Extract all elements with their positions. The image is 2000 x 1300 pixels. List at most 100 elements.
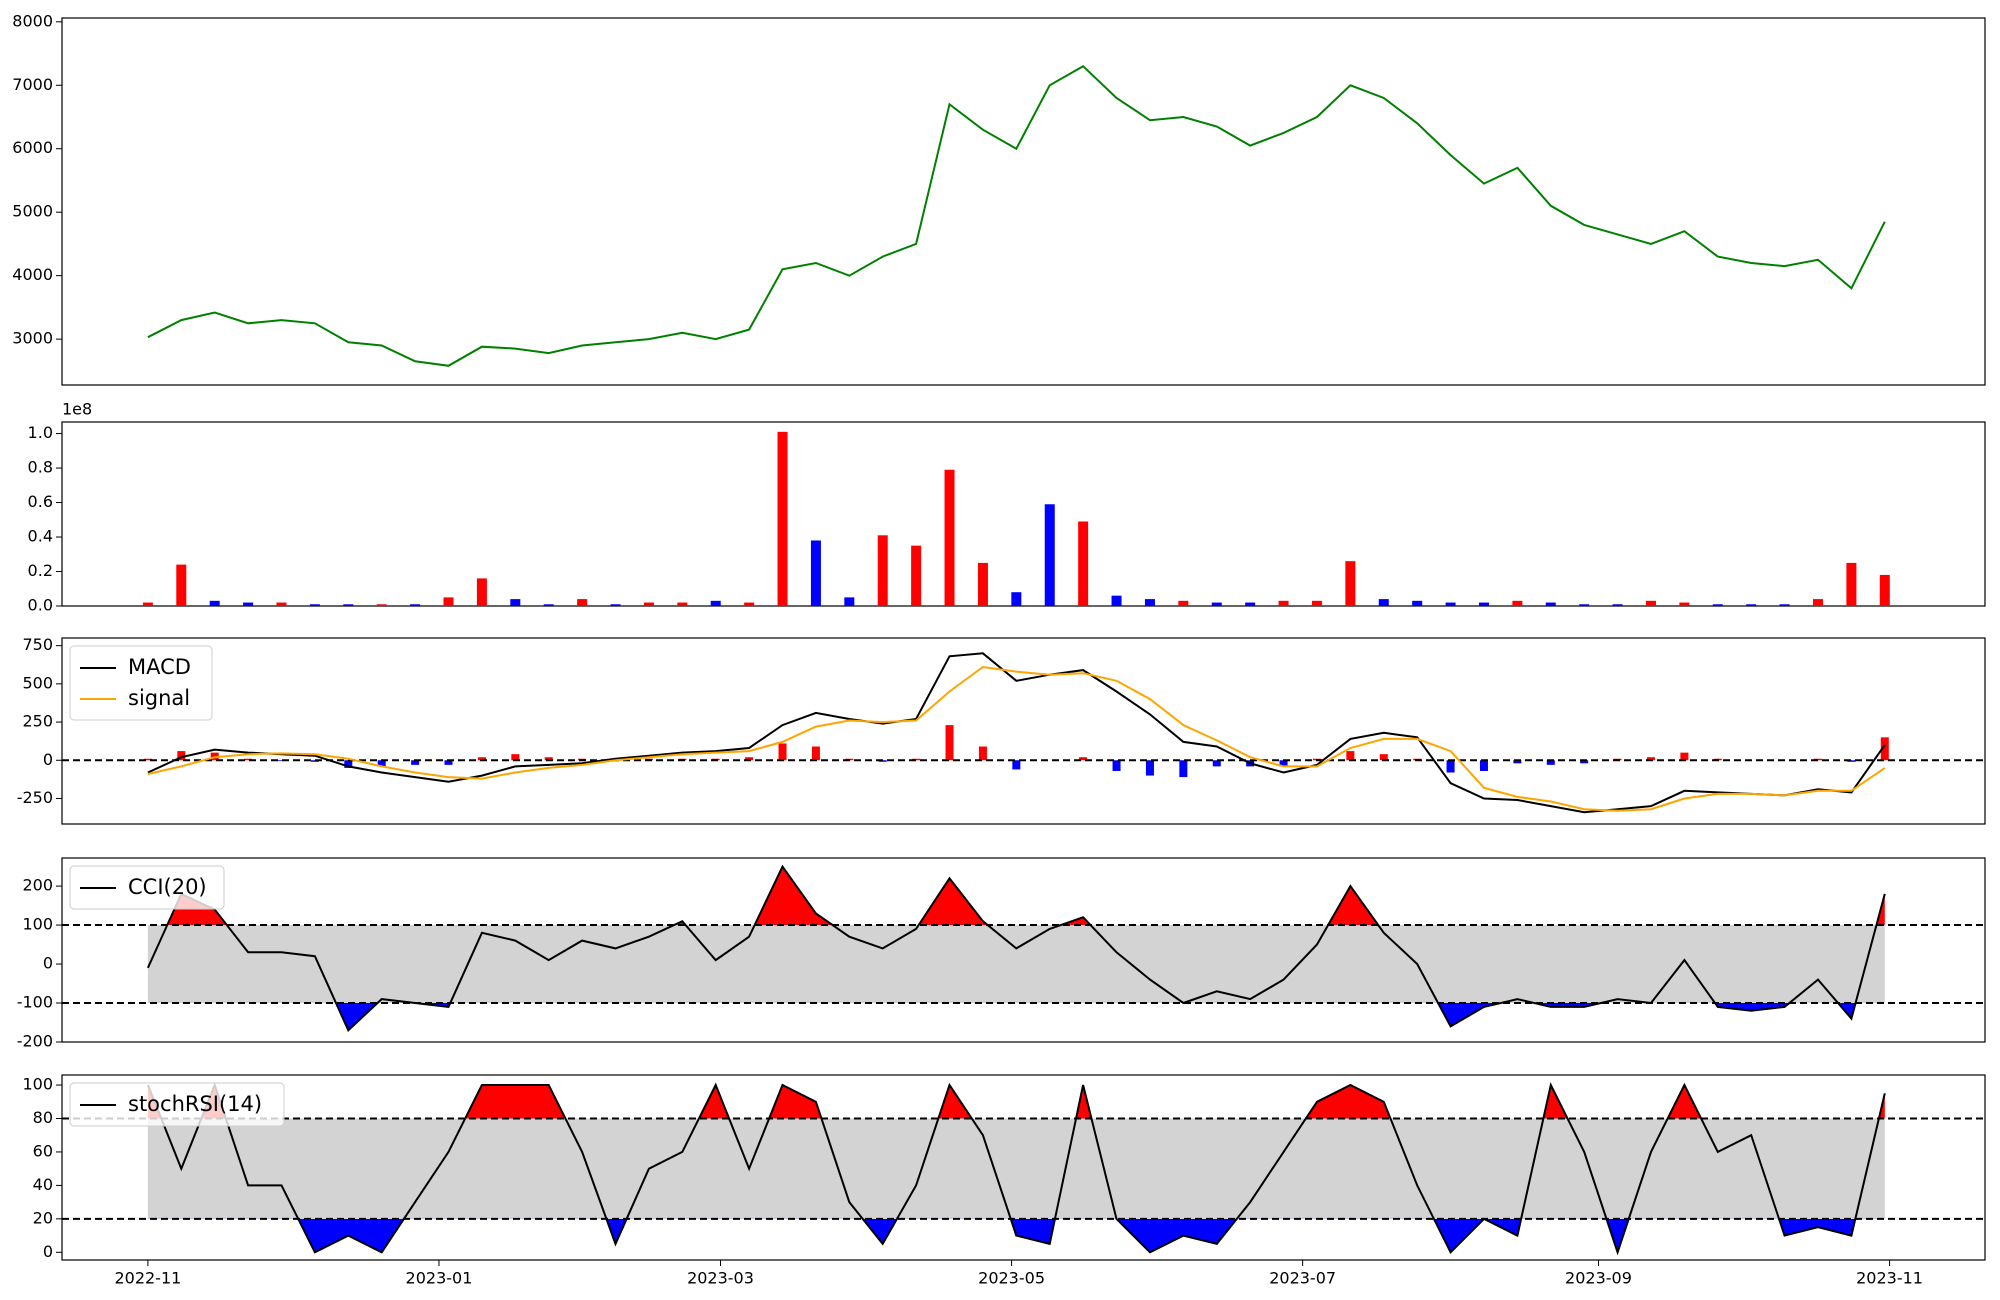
- y-tick-label: -200: [17, 1032, 53, 1051]
- legend-box: [69, 1082, 285, 1127]
- histogram-bar: [1145, 760, 1154, 776]
- histogram-bar: [411, 760, 420, 765]
- bar: [577, 599, 588, 606]
- bar: [1144, 599, 1155, 606]
- histogram-bar: [811, 746, 820, 761]
- bar: [1178, 600, 1189, 606]
- bar: [410, 604, 421, 606]
- y-tick-label: 250: [22, 712, 53, 731]
- bar: [877, 535, 888, 606]
- histogram-bar: [1379, 754, 1388, 761]
- legend-label: stochRSI(14): [128, 1092, 262, 1116]
- histogram-bar: [1112, 760, 1121, 771]
- bar: [476, 578, 487, 606]
- y-tick-label: 500: [22, 673, 53, 692]
- bar: [1345, 561, 1356, 606]
- bar: [1445, 602, 1456, 606]
- y-tick-label: 0.4: [28, 527, 53, 546]
- offset-label: 1e8: [62, 400, 92, 419]
- bar: [543, 604, 554, 606]
- histogram-bar: [1346, 751, 1355, 761]
- line-series: [147, 64, 1886, 367]
- x-tick-label: 2023-03: [687, 1269, 754, 1288]
- histogram-bar: [1513, 760, 1522, 764]
- legend-box: [69, 865, 225, 910]
- bar: [944, 469, 955, 606]
- bar: [443, 597, 454, 606]
- histogram-bar: [1446, 760, 1455, 773]
- bar: [1245, 602, 1256, 606]
- x-tick-label: 2023-07: [1269, 1269, 1336, 1288]
- legend-label: CCI(20): [128, 875, 207, 899]
- histogram-bar: [1546, 760, 1555, 765]
- x-tick-label: 2023-01: [406, 1269, 473, 1288]
- line-series: [146, 864, 1886, 1032]
- histogram-bar: [945, 725, 954, 761]
- bar: [276, 602, 287, 606]
- histogram-bar: [1479, 760, 1488, 771]
- bar: [1579, 604, 1590, 606]
- neutral-band: [147, 1118, 1885, 1219]
- y-tick-label: 0: [43, 750, 53, 769]
- bar: [844, 597, 855, 606]
- histogram-bar: [1012, 760, 1021, 770]
- bar: [1078, 521, 1089, 606]
- y-tick-label: 7000: [12, 75, 53, 94]
- histogram-bar: [244, 758, 253, 761]
- y-tick-label: 100: [22, 915, 53, 934]
- bar: [1712, 604, 1723, 606]
- y-tick-label: 40: [33, 1175, 53, 1194]
- y-tick-label: 200: [22, 876, 53, 895]
- bar: [1111, 595, 1122, 606]
- bar: [1512, 600, 1523, 606]
- x-tick-label: 2022-11: [114, 1269, 181, 1288]
- overbought-fill: [147, 1085, 1885, 1119]
- bar: [510, 599, 521, 606]
- bar: [176, 564, 187, 606]
- y-tick-label: 60: [33, 1141, 53, 1160]
- histogram-bar: [444, 760, 453, 765]
- histogram-bar: [310, 760, 319, 762]
- bar: [209, 600, 220, 606]
- histogram-bar: [1847, 760, 1856, 762]
- histogram-bar: [745, 757, 754, 761]
- histogram-bar: [143, 758, 152, 761]
- histogram-bar: [778, 743, 787, 761]
- bar: [1612, 604, 1623, 606]
- histogram-bar: [1580, 760, 1589, 764]
- bar: [1746, 604, 1757, 606]
- bar: [1011, 592, 1022, 606]
- bar: [1645, 600, 1656, 606]
- y-tick-label: 0.6: [28, 492, 53, 511]
- bar: [243, 602, 254, 606]
- bar: [142, 602, 153, 606]
- neutral-band: [147, 925, 1885, 1004]
- y-tick-label: 4000: [12, 265, 53, 284]
- bar: [911, 545, 922, 606]
- y-tick-label: 20: [33, 1208, 53, 1227]
- bar: [1311, 600, 1322, 606]
- bar: [710, 600, 721, 606]
- y-tick-label: 5000: [12, 202, 53, 221]
- legend-box: [69, 645, 213, 721]
- histogram-bar: [1680, 752, 1689, 761]
- histogram-bar: [1179, 760, 1188, 778]
- bar: [1545, 602, 1556, 606]
- bar: [977, 562, 988, 606]
- histogram-bar: [1880, 737, 1889, 761]
- y-tick-label: 0: [43, 954, 53, 973]
- bar: [1044, 504, 1055, 606]
- plot-frame: [61, 421, 1986, 607]
- legend-label: MACD: [128, 655, 191, 679]
- bar: [1278, 600, 1289, 606]
- histogram-bar: [1079, 757, 1088, 761]
- line-series: [146, 1082, 1886, 1256]
- bar: [1679, 602, 1690, 606]
- bar: [1378, 599, 1389, 606]
- bar: [1812, 599, 1823, 606]
- y-tick-label: 80: [33, 1108, 53, 1127]
- histogram-bar: [377, 760, 386, 767]
- bar: [677, 602, 688, 606]
- oversold-fill: [147, 1003, 1885, 1031]
- bar: [643, 602, 654, 606]
